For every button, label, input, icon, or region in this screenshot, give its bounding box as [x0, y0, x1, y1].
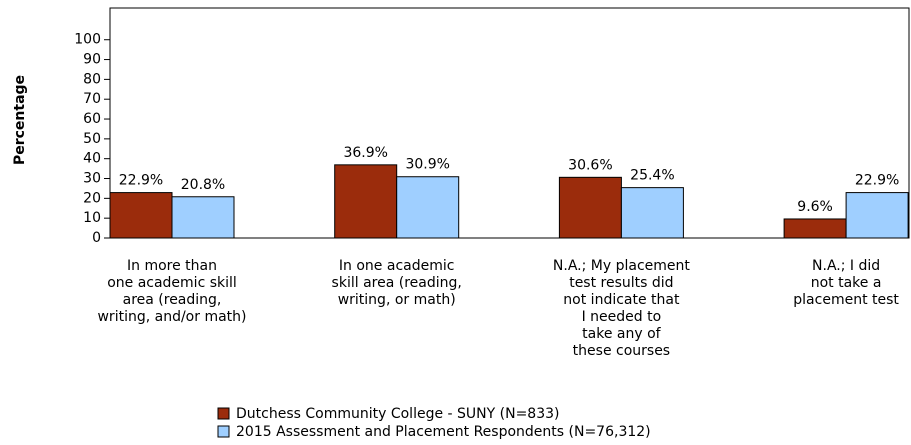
data-label: 30.9%: [405, 157, 449, 173]
y-tick-label: 80: [83, 71, 101, 87]
data-label: 25.4%: [630, 168, 674, 184]
y-tick-label: 30: [83, 171, 101, 187]
bar: [558, 176, 622, 239]
data-label: 22.9%: [119, 173, 163, 189]
y-tick-label: 20: [83, 190, 101, 206]
bar: [783, 218, 847, 239]
x-tick-label: N.A.; My placement test results did not …: [552, 258, 690, 359]
bar: [109, 192, 173, 239]
legend-label: 2015 Assessment and Placement Respondent…: [236, 424, 651, 440]
y-tick-label: 40: [83, 151, 101, 167]
legend-swatch: [217, 425, 230, 438]
y-tick-label: 100: [74, 32, 101, 48]
bar: [620, 187, 684, 239]
data-label: 9.6%: [797, 199, 833, 215]
y-tick-label: 0: [92, 230, 101, 246]
y-tick-label: 10: [83, 210, 101, 226]
data-label: 22.9%: [855, 173, 899, 189]
bar: [334, 164, 398, 239]
data-label: 20.8%: [181, 177, 225, 193]
y-tick-label: 50: [83, 131, 101, 147]
bar: [396, 176, 460, 239]
legend-swatch: [217, 407, 230, 420]
x-tick-label: N.A.; I did not take a placement test: [793, 258, 899, 308]
legend-label: Dutchess Community College - SUNY (N=833…: [236, 406, 559, 422]
data-label: 36.9%: [343, 145, 387, 161]
bar: [171, 196, 235, 239]
y-tick-label: 70: [83, 91, 101, 107]
data-label: 30.6%: [568, 157, 612, 173]
x-tick-label: In one academic skill area (reading, wri…: [331, 258, 462, 308]
y-axis-label: Percentage: [12, 75, 28, 165]
bar: [845, 192, 909, 239]
y-tick-label: 60: [83, 111, 101, 127]
y-tick-label: 90: [83, 52, 101, 68]
plot-frame: [109, 7, 910, 239]
x-tick-label: In more than one academic skill area (re…: [97, 258, 247, 325]
